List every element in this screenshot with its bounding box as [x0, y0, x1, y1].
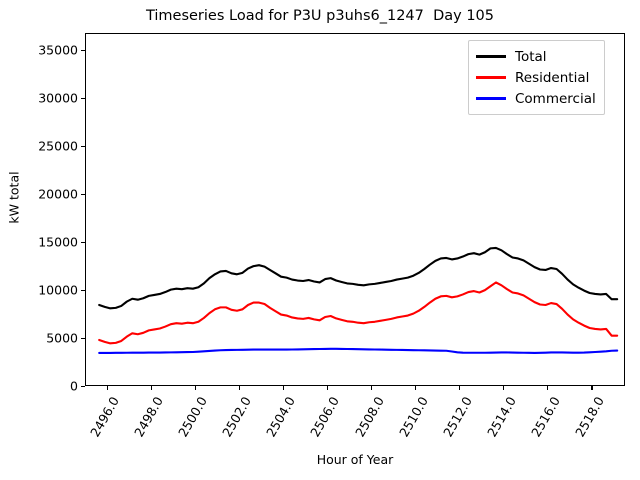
y-tick-label: 30000: [38, 90, 78, 106]
series-line-commercial: [98, 347, 619, 354]
y-tick-mark: [81, 145, 85, 147]
x-tick-mark: [547, 386, 549, 390]
x-tick-mark: [371, 386, 373, 390]
x-tick-label: 2496.0: [87, 394, 123, 440]
y-axis-label: kW total: [6, 171, 22, 224]
y-tick-label: 25000: [38, 138, 78, 154]
y-tick-label: 0: [70, 378, 78, 394]
legend-item-commercial[interactable]: Commercial: [476, 88, 596, 109]
x-tick-mark: [282, 386, 284, 390]
y-tick-mark: [81, 385, 85, 387]
x-tick-label: 2506.0: [307, 394, 343, 440]
series-line-residential: [98, 281, 619, 345]
legend-label: Residential: [515, 69, 590, 86]
legend-color-swatch: [476, 76, 506, 79]
x-tick-label: 2510.0: [395, 394, 431, 440]
series-line-total: [98, 246, 619, 310]
chart-title: Timeseries Load for P3U p3uhs6_1247 Day …: [145, 8, 495, 24]
y-tick-label: 20000: [38, 186, 78, 202]
x-tick-label: 2512.0: [439, 394, 475, 440]
legend-label: Total: [515, 48, 547, 65]
y-tick-label: 10000: [38, 282, 78, 298]
y-tick-mark: [81, 97, 85, 99]
y-tick-mark: [81, 241, 85, 243]
x-tick-mark: [459, 386, 461, 390]
y-tick-mark: [81, 193, 85, 195]
x-tick-label: 2502.0: [219, 394, 255, 440]
x-tick-mark: [238, 386, 240, 390]
y-tick-label: 35000: [38, 42, 78, 58]
legend-color-swatch: [476, 97, 506, 100]
x-tick-label: 2500.0: [175, 394, 211, 440]
legend-item-residential[interactable]: Residential: [476, 67, 596, 88]
x-tick-label: 2504.0: [263, 394, 299, 440]
x-tick-mark: [150, 386, 152, 390]
legend-item-total[interactable]: Total: [476, 46, 596, 67]
y-tick-mark: [81, 289, 85, 291]
x-tick-mark: [326, 386, 329, 390]
y-tick-mark: [81, 337, 85, 339]
x-tick-mark: [591, 386, 593, 390]
chart-legend: Total Residential Commercial: [468, 40, 605, 115]
x-tick-mark: [194, 386, 196, 390]
x-tick-mark: [106, 386, 108, 390]
y-tick-label: 15000: [38, 234, 78, 250]
x-tick-mark: [503, 386, 505, 390]
y-tick-label: 5000: [46, 330, 78, 346]
x-tick-mark: [415, 386, 417, 390]
x-tick-label: 2514.0: [483, 394, 519, 440]
legend-color-swatch: [476, 55, 506, 58]
x-tick-label: 2518.0: [572, 394, 607, 440]
x-tick-label: 2516.0: [527, 394, 563, 440]
plot-lines: [98, 246, 619, 354]
legend-label: Commercial: [515, 90, 596, 107]
x-tick-label: 2508.0: [351, 394, 387, 440]
y-tick-mark: [81, 49, 85, 51]
x-axis-label: Hour of Year: [316, 452, 394, 467]
x-tick-label: 2498.0: [131, 394, 167, 440]
